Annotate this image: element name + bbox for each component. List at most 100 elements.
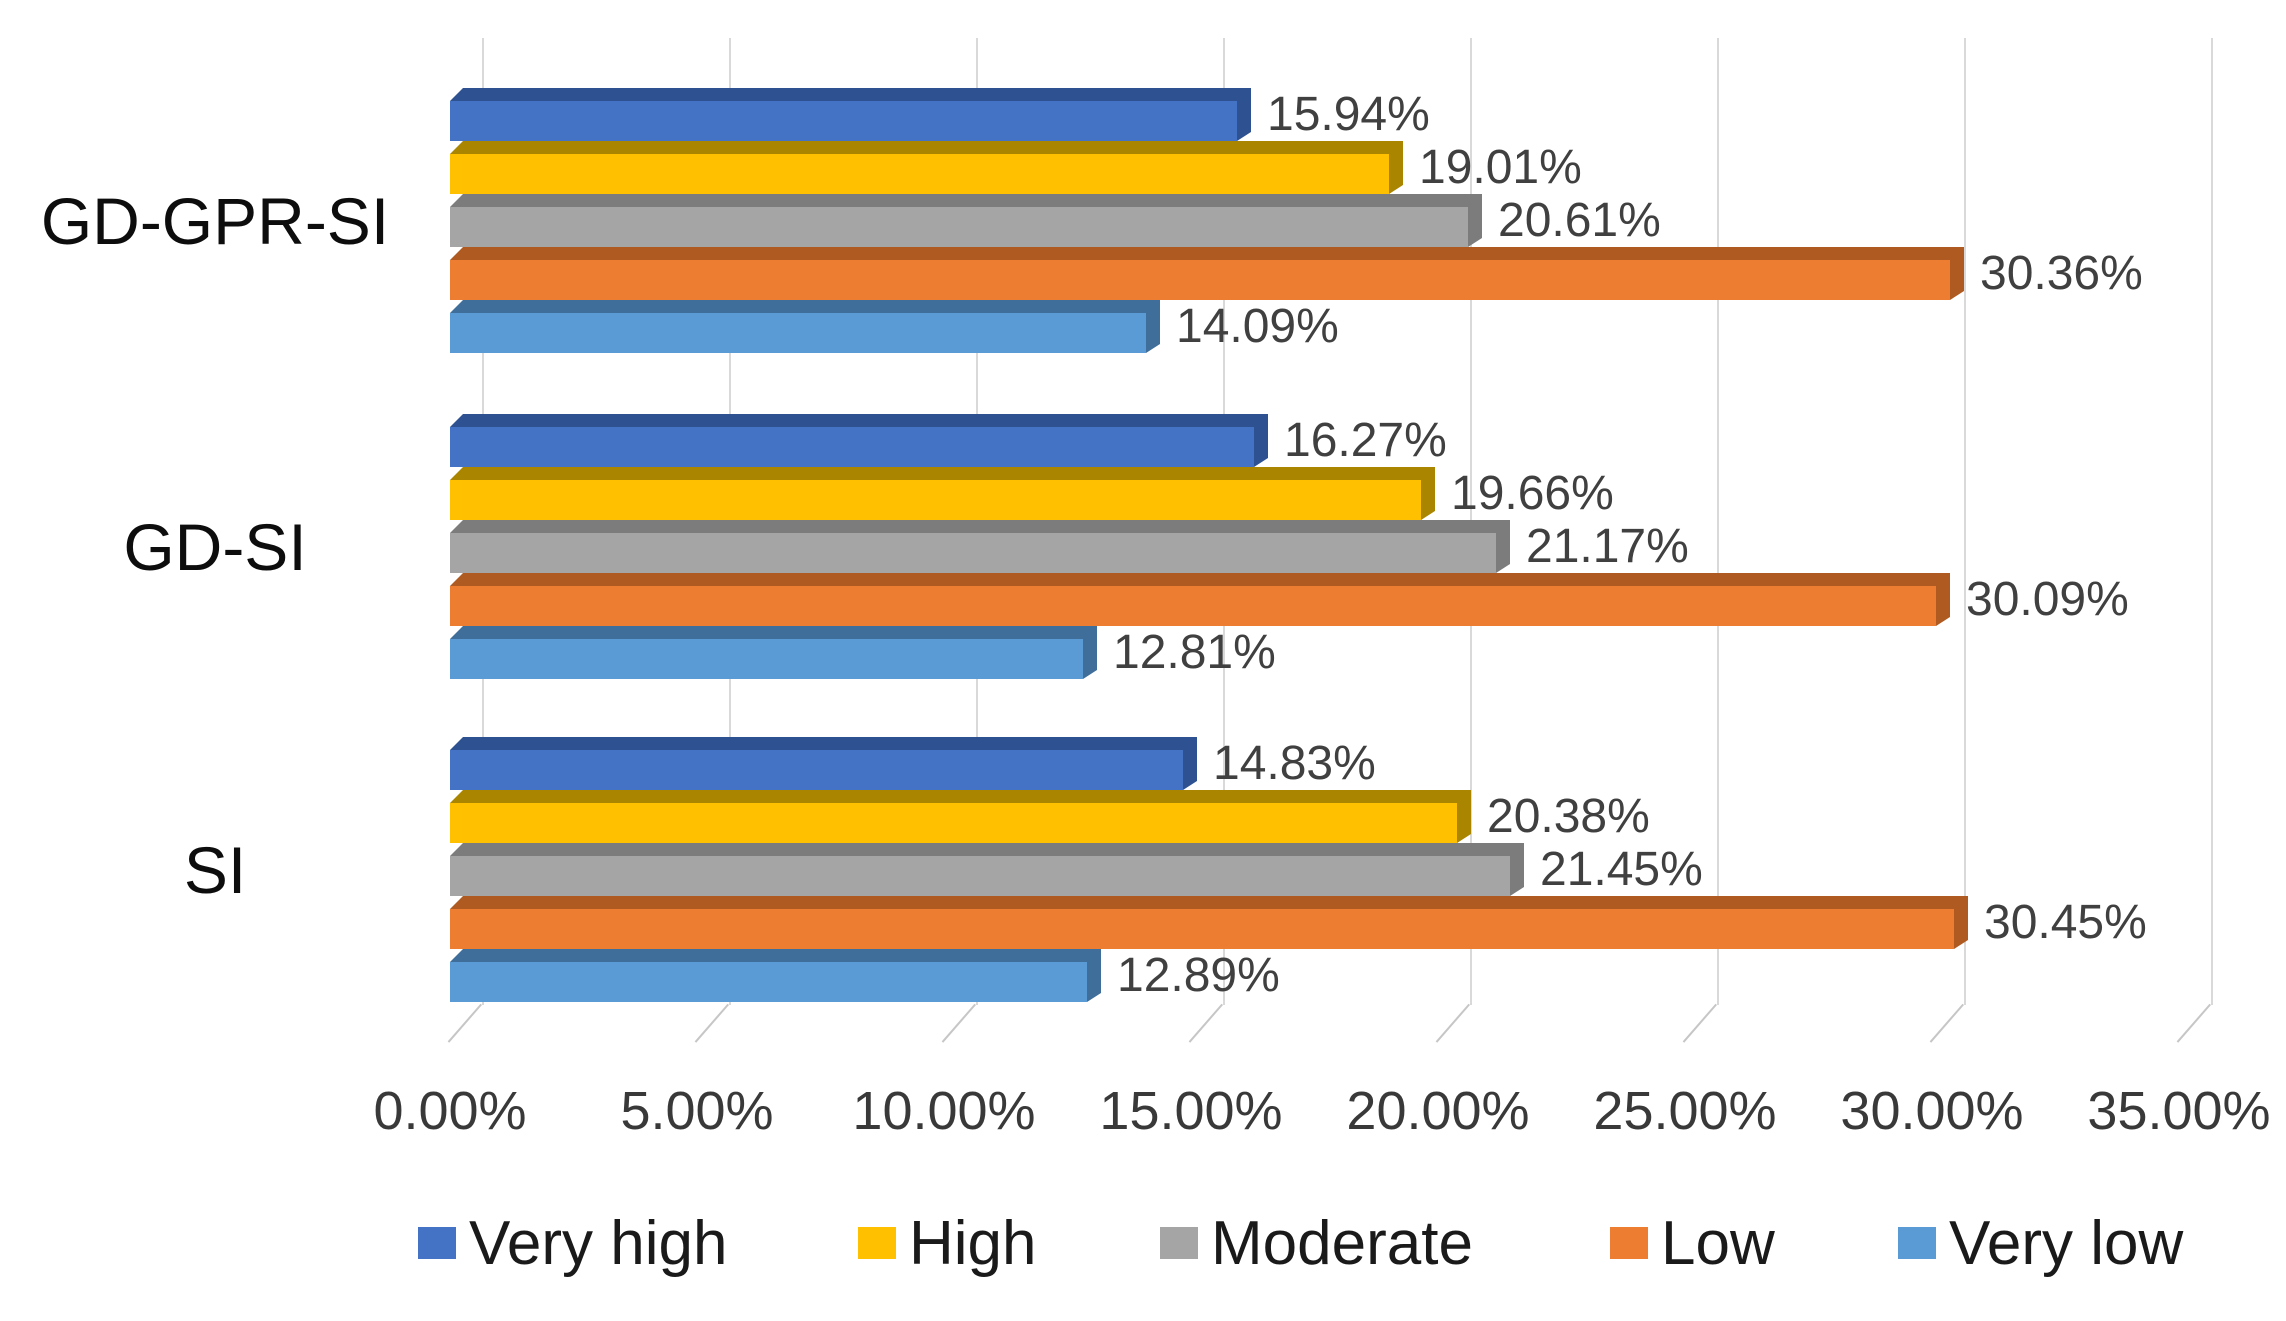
bar-top-face (450, 467, 1435, 480)
bar-top-face (450, 300, 1160, 313)
legend-swatch (418, 1227, 456, 1259)
bar-high (450, 790, 1471, 843)
x-axis-tick-label: 0.00% (373, 1081, 527, 1141)
bar-top-face (450, 790, 1471, 803)
x-axis-tick-label: 15.00% (1099, 1081, 1283, 1141)
x-axis-tick-label: 25.00% (1593, 1081, 1777, 1141)
bar-low (450, 896, 1968, 949)
legend-item-high: High (858, 1206, 1037, 1280)
bar-top-face (450, 520, 1510, 533)
bar-end-cap (1457, 803, 1471, 843)
gridline (1964, 38, 1966, 1005)
axis-tick-mark (2176, 1003, 2211, 1043)
bar-end-cap (1954, 909, 1968, 949)
axis-tick-mark (447, 1003, 482, 1043)
bar-end-cap (1237, 101, 1251, 141)
legend-swatch (858, 1227, 896, 1259)
bar-front-face (450, 586, 1936, 626)
value-label: 20.61% (1498, 194, 1661, 247)
gridline (1717, 38, 1719, 1005)
legend-label: Very low (1949, 1208, 2184, 1278)
bar-top-face (450, 247, 1964, 260)
axis-tick-mark (941, 1003, 976, 1043)
bar-front-face (450, 856, 1510, 896)
bar-moderate (450, 843, 1524, 896)
bar-end-cap (1496, 533, 1510, 573)
category-label: GD-SI (123, 509, 307, 584)
bar-front-face (450, 260, 1950, 300)
bar-very-high (450, 414, 1268, 467)
legend-swatch (1898, 1227, 1936, 1259)
bar-front-face (450, 207, 1468, 247)
value-label: 20.38% (1487, 790, 1650, 843)
bar-high (450, 141, 1403, 194)
bar-front-face (450, 427, 1254, 467)
category-label: SI (183, 832, 247, 907)
bar-top-face (450, 573, 1950, 586)
bar-front-face (450, 154, 1389, 194)
bar-front-face (450, 962, 1087, 1002)
x-axis-tick-label: 20.00% (1346, 1081, 1530, 1141)
bar-top-face (450, 896, 1968, 909)
bar-end-cap (1421, 480, 1435, 520)
legend-item-moderate: Moderate (1160, 1206, 1473, 1280)
bar-front-face (450, 533, 1496, 573)
legend-label: Very high (469, 1208, 728, 1278)
value-label: 30.36% (1980, 247, 2143, 300)
bar-end-cap (1087, 962, 1101, 1002)
value-label: 16.27% (1284, 414, 1447, 467)
value-label: 14.09% (1176, 300, 1339, 353)
value-label: 30.45% (1984, 896, 2147, 949)
value-label: 12.81% (1113, 626, 1276, 679)
bar-very-low (450, 300, 1160, 353)
bar-front-face (450, 909, 1954, 949)
axis-tick-mark (1929, 1003, 1964, 1043)
axis-tick-mark (1188, 1003, 1223, 1043)
bar-end-cap (1468, 207, 1482, 247)
bar-end-cap (1510, 856, 1524, 896)
bar-high (450, 467, 1435, 520)
bar-top-face (450, 194, 1482, 207)
bar-front-face (450, 101, 1237, 141)
bar-end-cap (1083, 639, 1097, 679)
value-label: 15.94% (1267, 88, 1430, 141)
bar-front-face (450, 750, 1183, 790)
legend-item-low: Low (1610, 1206, 1775, 1280)
axis-tick-mark (1682, 1003, 1717, 1043)
value-label: 30.09% (1966, 573, 2129, 626)
x-axis-tick-label: 35.00% (2087, 1081, 2271, 1141)
bar-top-face (450, 737, 1197, 750)
value-label: 21.45% (1540, 843, 1703, 896)
bar-top-face (450, 843, 1524, 856)
bar-very-high (450, 88, 1251, 141)
x-axis-tick-label: 30.00% (1840, 1081, 2024, 1141)
bar-top-face (450, 414, 1268, 427)
bar-end-cap (1389, 154, 1403, 194)
bar-top-face (450, 949, 1101, 962)
bar-very-low (450, 949, 1101, 1002)
axis-tick-mark (694, 1003, 729, 1043)
legend-label: Low (1661, 1208, 1775, 1278)
bar-very-high (450, 737, 1197, 790)
value-label: 19.01% (1419, 141, 1582, 194)
legend-swatch (1160, 1227, 1198, 1259)
value-label: 19.66% (1451, 467, 1614, 520)
value-label: 14.83% (1213, 737, 1376, 790)
bar-end-cap (1936, 586, 1950, 626)
bar-end-cap (1950, 260, 1964, 300)
value-label: 21.17% (1526, 520, 1689, 573)
legend-item-very-low: Very low (1898, 1206, 2183, 1280)
bar-end-cap (1146, 313, 1160, 353)
axis-tick-mark (1435, 1003, 1470, 1043)
legend-swatch (1610, 1227, 1648, 1259)
bar-top-face (450, 626, 1097, 639)
bar-front-face (450, 639, 1083, 679)
bar-front-face (450, 480, 1421, 520)
bar-moderate (450, 520, 1510, 573)
bar-end-cap (1183, 750, 1197, 790)
bar-front-face (450, 803, 1457, 843)
bar-top-face (450, 141, 1403, 154)
legend-label: Moderate (1211, 1208, 1473, 1278)
bar-end-cap (1254, 427, 1268, 467)
